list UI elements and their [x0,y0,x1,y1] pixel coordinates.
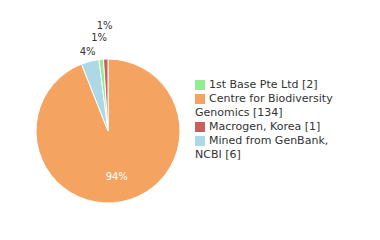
svg-text:94%: 94% [106,171,128,182]
svg-text:4%: 4% [80,46,96,57]
html-text:1st Base Pte Ltd [2]: 1st Base Pte Ltd [2] [209,78,318,91]
html-text:Macrogen, Korea [1]: Macrogen, Korea [1] [209,120,321,133]
html-text:Centre for Biodiversity Genomi: Centre for Biodiversity Genomics [134] [195,92,333,119]
html-text:Mined from GenBank, NCBI [6]: Mined from GenBank, NCBI [6] [195,134,329,161]
svg-text:1%: 1% [97,20,113,31]
svg-text:1%: 1% [91,32,107,43]
